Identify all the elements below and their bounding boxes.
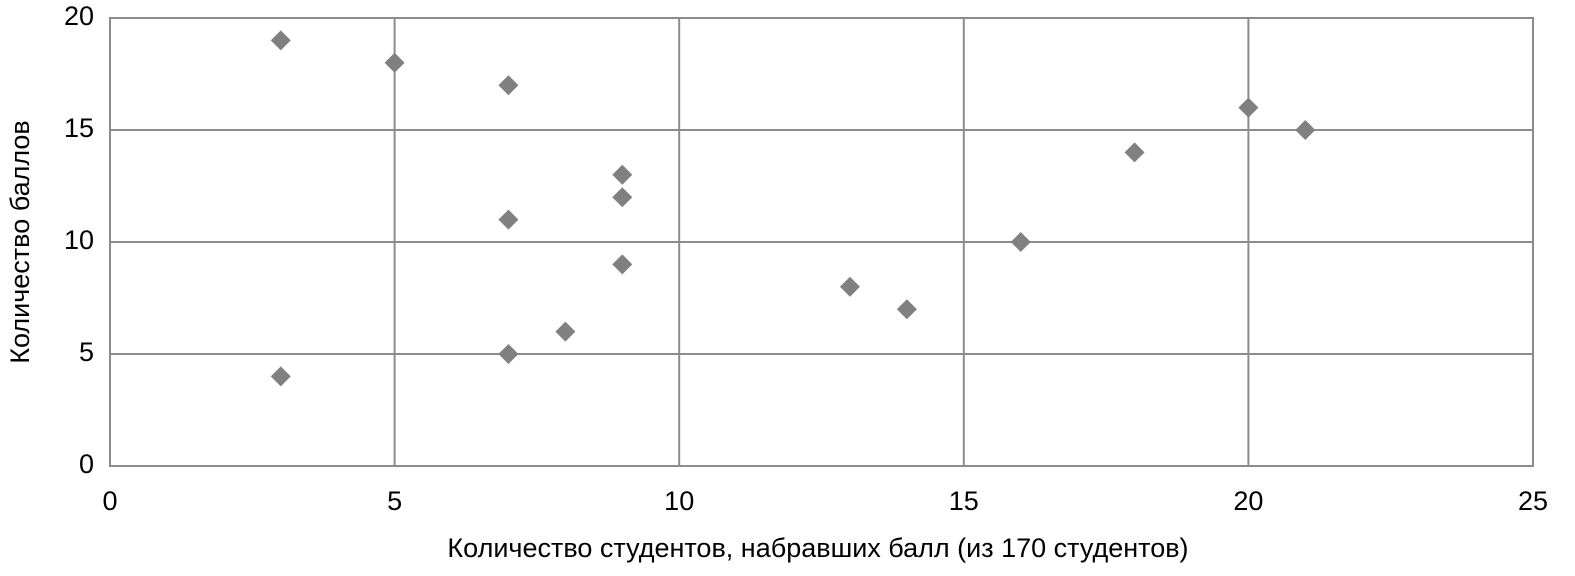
x-tick-label: 10 <box>664 486 694 516</box>
scatter-point <box>384 52 405 73</box>
scatter-point <box>612 164 633 185</box>
x-tick-label: 20 <box>1233 486 1263 516</box>
scatter-point <box>498 75 519 96</box>
scatter-point <box>498 344 519 364</box>
x-axis-label: Количество студентов, набравших балл (из… <box>447 533 1188 563</box>
scatter-point <box>555 321 576 342</box>
scatter-point <box>498 209 519 230</box>
scatter-point <box>896 299 917 320</box>
scatter-point <box>1124 142 1145 163</box>
scatter-point <box>1295 120 1316 140</box>
scatter-point <box>612 187 633 208</box>
y-tick-label: 20 <box>64 1 94 31</box>
x-tick-label: 15 <box>949 486 979 516</box>
y-tick-label: 15 <box>64 113 94 143</box>
scatter-point <box>270 30 291 51</box>
scatter-point <box>612 254 633 275</box>
y-axis-label: Количество баллов <box>5 120 35 364</box>
y-tick-label: 10 <box>64 225 94 255</box>
x-tick-label: 0 <box>102 486 117 516</box>
scatter-point <box>1238 97 1259 118</box>
x-tick-label: 25 <box>1518 486 1548 516</box>
scatter-point <box>270 366 291 387</box>
scatter-point <box>1010 232 1031 252</box>
y-tick-label: 0 <box>79 449 94 479</box>
scatter-point <box>839 276 860 297</box>
x-tick-label: 5 <box>387 486 402 516</box>
y-tick-label: 5 <box>79 337 94 367</box>
